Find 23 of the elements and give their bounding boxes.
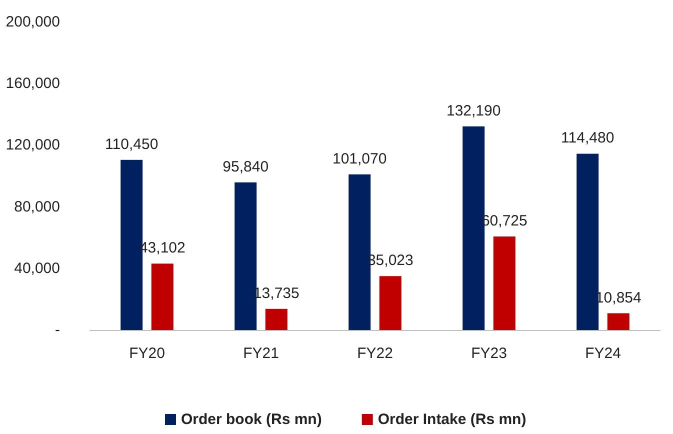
y-tick-label: 80,000 bbox=[14, 198, 60, 216]
data-label: 114,480 bbox=[561, 130, 614, 147]
y-tick-label: 160,000 bbox=[6, 75, 60, 92]
x-tick-label: FY20 bbox=[129, 345, 165, 362]
x-tick-label: FY24 bbox=[585, 345, 621, 362]
bar bbox=[379, 276, 402, 330]
legend-label: Order book (Rs mn) bbox=[181, 411, 322, 428]
x-tick-label: FY21 bbox=[243, 345, 279, 362]
data-label: 101,070 bbox=[332, 150, 387, 168]
bar bbox=[151, 264, 174, 330]
data-label: 110,450 bbox=[105, 136, 158, 153]
y-tick-label: - bbox=[55, 322, 60, 338]
y-tick-label: 40,000 bbox=[14, 260, 60, 277]
legend-label: Order Intake (Rs mn) bbox=[378, 411, 526, 428]
bar bbox=[265, 308, 288, 330]
x-tick-label: FY23 bbox=[471, 345, 507, 362]
bar bbox=[607, 313, 630, 330]
y-tick-label: 200,000 bbox=[6, 14, 60, 30]
data-label: 95,840 bbox=[222, 158, 269, 176]
y-tick-label: 120,000 bbox=[6, 136, 60, 154]
bar bbox=[493, 236, 516, 330]
data-label: 132,190 bbox=[446, 102, 501, 120]
x-tick-label: FY22 bbox=[357, 345, 393, 362]
